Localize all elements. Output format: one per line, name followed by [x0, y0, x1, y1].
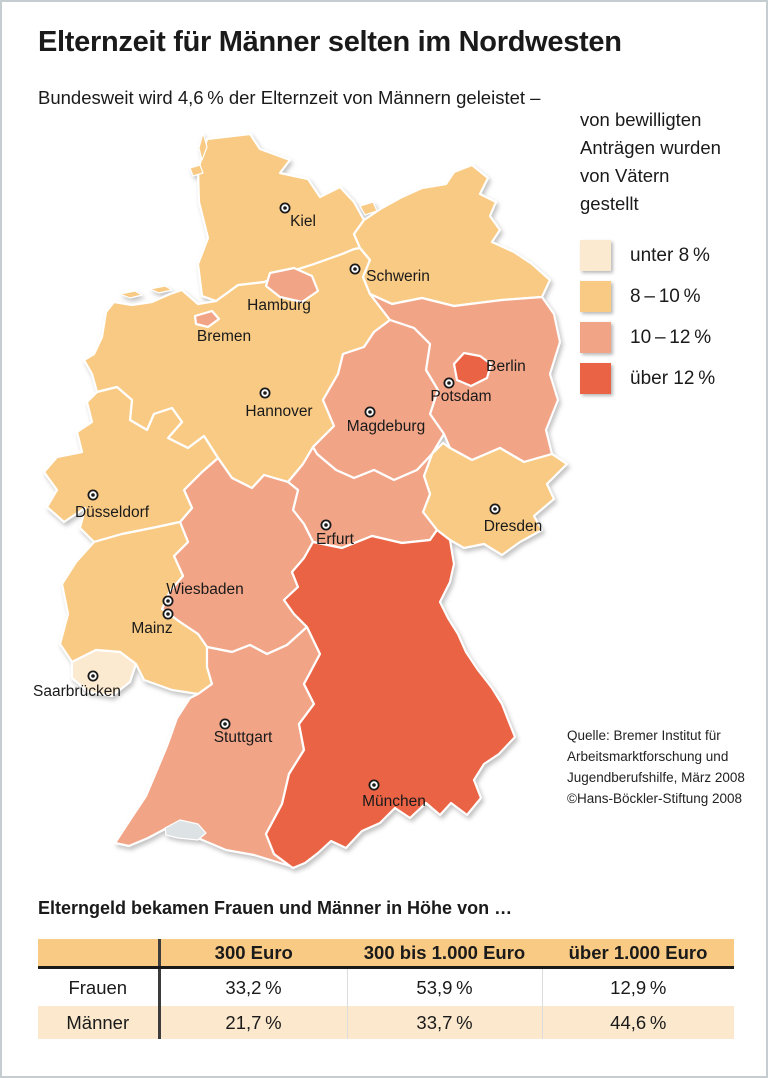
legend-heading-line: Anträgen wurden: [580, 137, 721, 158]
legend-item: unter 8 %: [580, 240, 762, 271]
legend-label: unter 8 %: [630, 244, 710, 266]
page-title: Elternzeit für Männer selten im Nordwest…: [38, 26, 622, 58]
state-saarland: [70, 648, 138, 698]
legend-heading: von bewilligten Anträgen wurden von Väte…: [580, 106, 762, 218]
source-line: ©Hans-Böckler-Stiftung 2008: [567, 791, 743, 806]
table-cell: 12,9 %: [541, 967, 734, 1006]
legend-heading-line: von bewilligten: [580, 109, 702, 130]
legend-swatch-10-12: [580, 322, 611, 353]
state-bayern: [264, 528, 517, 870]
city-marker-dots: [91, 206, 497, 787]
subtitle: Bundesweit wird 4,6 % der Elternzeit von…: [38, 87, 541, 108]
table-cell: 33,7 %: [346, 1006, 542, 1039]
table-row-maenner: Männer 21,7 % 33,7 % 44,6 %: [38, 1006, 734, 1039]
city-label-muenchen: München: [362, 793, 426, 810]
source-line: Arbeitsmarktforschung und: [567, 749, 729, 764]
city-label-magdeburg: Magdeburg: [347, 418, 425, 435]
state-rheinland-pfalz: [58, 520, 214, 696]
island-ostfriesland-east: [149, 285, 173, 294]
city-label-schwerin: Schwerin: [366, 268, 430, 285]
city-label-bremen: Bremen: [197, 328, 251, 345]
legend-heading-line: von Vätern: [580, 165, 670, 186]
city-label-stuttgart: Stuttgart: [214, 729, 273, 746]
city-label-dresden: Dresden: [484, 518, 543, 535]
island-sylt: [198, 132, 208, 161]
legend-swatch-under8: [580, 240, 611, 271]
state-bremen: [193, 309, 221, 329]
city-label-hannover: Hannover: [245, 403, 312, 420]
city-label-wiesbaden: Wiesbaden: [166, 581, 244, 598]
city-label-berlin: Berlin: [486, 358, 526, 375]
legend-label: 8 – 10 %: [630, 285, 701, 307]
state-hamburg: [264, 266, 320, 304]
island-foehr: [189, 164, 204, 177]
table-header-row: 300 Euro 300 bis 1.000 Euro über 1.000 E…: [38, 939, 734, 969]
source-note: Quelle: Bremer Institut für Arbeitsmarkt…: [567, 725, 745, 809]
city-label-potsdam: Potsdam: [430, 388, 491, 405]
elterngeld-table: 300 Euro 300 bis 1.000 Euro über 1.000 E…: [38, 939, 734, 1039]
column-header-empty: [38, 939, 161, 969]
city-label-hamburg: Hamburg: [247, 297, 311, 314]
city-label-kiel: Kiel: [290, 213, 316, 230]
city-labels: Kiel Schwerin Hamburg Bremen Hannover Ma…: [33, 213, 542, 810]
legend-item: 10 – 12 %: [580, 322, 762, 353]
row-label-maenner: Männer: [38, 1006, 161, 1039]
column-header-300-1000: 300 bis 1.000 Euro: [347, 939, 542, 969]
lake-bodensee: [164, 819, 207, 841]
table-cell: 44,6 %: [541, 1006, 734, 1039]
legend-items: unter 8 % 8 – 10 % 10 – 12 % über 12 %: [580, 240, 762, 394]
legend-item: über 12 %: [580, 363, 762, 394]
legend-heading-line: gestellt: [580, 193, 639, 214]
island-ostfriesland-west: [119, 290, 143, 299]
table-heading: Elterngeld bekamen Frauen und Männer in …: [38, 898, 513, 918]
map-legend: von bewilligten Anträgen wurden von Väte…: [580, 106, 762, 404]
state-berlin: [452, 351, 493, 388]
state-mecklenburg-vorpommern: [352, 163, 552, 308]
source-line: Jugendberufshilfe, März 2008: [567, 770, 745, 785]
city-label-erfurt: Erfurt: [316, 531, 355, 548]
legend-item: 8 – 10 %: [580, 281, 762, 312]
city-label-mainz: Mainz: [131, 620, 172, 637]
legend-label: über 12 %: [630, 367, 716, 389]
column-header-over-1000: über 1.000 Euro: [542, 939, 734, 969]
state-schleswig-holstein: [196, 132, 366, 303]
city-label-saarbruecken: Saarbrücken: [33, 683, 121, 700]
legend-label: 10 – 12 %: [630, 326, 712, 348]
table-cell: 21,7 %: [225, 1011, 282, 1033]
city-markers: [87, 202, 501, 791]
table-cell: 53,9 %: [346, 967, 542, 1006]
column-header-300: 300 Euro: [159, 939, 347, 969]
legend-swatch-over12: [580, 363, 611, 394]
city-label-duesseldorf: Düsseldorf: [75, 504, 150, 521]
map-states: [42, 132, 569, 870]
table-row-frauen: Frauen 33,2 % 53,9 % 12,9 %: [38, 967, 734, 1006]
legend-swatch-8-10: [580, 281, 611, 312]
island-fehmarn: [359, 201, 378, 216]
source-line: Quelle: Bremer Institut für: [567, 728, 721, 743]
table-cell: 33,2 %: [159, 967, 347, 1006]
row-label-frauen: Frauen: [38, 967, 161, 1006]
